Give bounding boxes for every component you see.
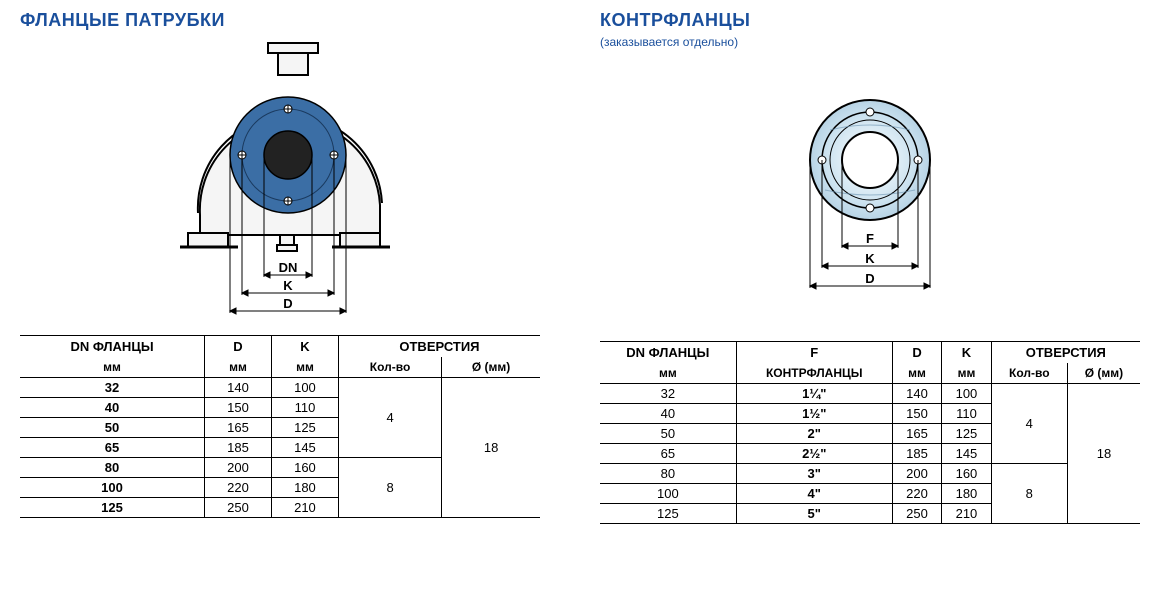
th-d: D	[205, 336, 272, 358]
th-k: K	[271, 336, 338, 358]
dim-dn-label: DN	[279, 260, 298, 275]
dim-k-label: K	[865, 251, 875, 266]
dim-d-label: D	[865, 271, 874, 286]
dim-f-label: F	[866, 231, 874, 246]
table-row: 80 3" 200 160 8	[600, 464, 1140, 484]
flange-title: ФЛАНЦЫЕ ПАТРУБКИ	[20, 10, 540, 31]
table-row: 32 1¼" 140 100 4 18	[600, 384, 1140, 404]
flange-table: DN ФЛАНЦЫ D K ОТВЕРСТИЯ мм мм мм Кол-во …	[20, 335, 540, 518]
counterflange-subtitle: (заказывается отдельно)	[600, 35, 1140, 49]
counterflange-table: DN ФЛАНЦЫ F D K ОТВЕРСТИЯ мм КОНТРФЛАНЦЫ…	[600, 341, 1140, 524]
th-holes: ОТВЕРСТИЯ	[338, 336, 540, 358]
pump-diagram: DN K D	[20, 35, 540, 335]
flange-section: ФЛАНЦЫЕ ПАТРУБКИ	[20, 10, 540, 524]
counterflange-section: КОНТРФЛАНЦЫ (заказывается отдельно)	[600, 10, 1140, 524]
counterflange-title: КОНТРФЛАНЦЫ	[600, 10, 1140, 31]
counterflange-svg: F K D	[770, 70, 970, 330]
dim-k-label: K	[283, 278, 293, 293]
th-k: K	[942, 342, 991, 364]
th-holes: ОТВЕРСТИЯ	[991, 342, 1140, 364]
pump-flange-svg: DN K D	[120, 35, 440, 335]
table-row: 32 140 100 4 18	[20, 378, 540, 398]
th-d: D	[892, 342, 941, 364]
th-dn: DN ФЛАНЦЫ	[600, 342, 736, 364]
th-f: F	[736, 342, 892, 364]
dim-d-label: D	[283, 296, 292, 311]
th-dn: DN ФЛАНЦЫ	[20, 336, 205, 358]
counterflange-diagram: F K D	[600, 59, 1140, 341]
